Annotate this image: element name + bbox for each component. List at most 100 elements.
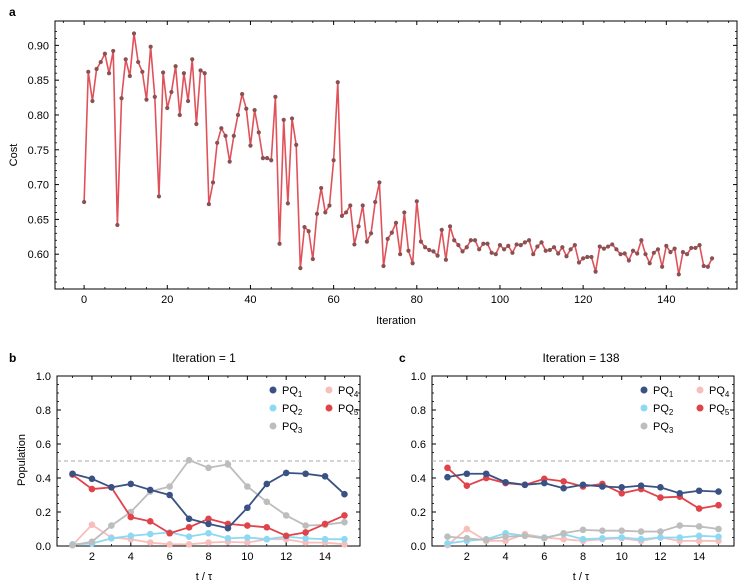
cost-point	[643, 252, 648, 257]
panel-b-pq1-point	[282, 469, 290, 477]
cost-point	[185, 98, 191, 104]
cost-point	[94, 66, 99, 72]
cost-point	[452, 238, 457, 243]
panel-c-pq2-point	[715, 533, 722, 540]
panel-b-pq3-point	[224, 461, 232, 468]
panel-c-pq3-point	[599, 527, 606, 534]
cost-point	[418, 239, 424, 244]
panel-c-pq1-point	[715, 488, 722, 495]
cost-point	[464, 245, 469, 250]
cost-point	[339, 213, 345, 219]
panel-c-pq2-point	[618, 534, 626, 541]
panel-b-ytick-label: 0.2	[36, 507, 51, 519]
cost-point	[410, 261, 415, 266]
panel-c-legend-marker-pq1	[640, 386, 648, 394]
cost-point	[215, 140, 220, 145]
panel-c-pq4-point	[463, 525, 471, 533]
panel-c-pq1-point	[560, 484, 567, 492]
panel-c-pq2-point	[599, 535, 606, 542]
panel-b-pq1-point	[302, 470, 309, 478]
panel-b-legend: PQ1 PQ2 PQ3 PQ4 PQ5	[269, 385, 359, 435]
panel-b-pq3-point	[205, 464, 212, 472]
cost-point	[240, 91, 245, 97]
panel-b-pq3-point	[88, 538, 96, 546]
cost-point	[485, 241, 490, 246]
panel-c-pq1-point	[579, 481, 587, 489]
cost-point	[281, 117, 286, 122]
panel-a-ytick-label: 0.85	[28, 75, 49, 87]
cost-point	[618, 252, 623, 257]
cost-point	[131, 31, 137, 36]
cost-point	[235, 112, 241, 118]
cost-point	[414, 199, 419, 204]
cost-point	[223, 133, 228, 138]
cost-point	[472, 238, 478, 243]
cost-point	[605, 244, 611, 249]
panel-c-legend-marker-pq2	[640, 404, 648, 412]
panel-a-xtick-label: 0	[81, 294, 87, 306]
cost-point	[664, 243, 669, 248]
panel-b-pq3-point	[263, 498, 271, 506]
cost-point	[177, 112, 182, 118]
cost-point	[564, 254, 569, 259]
panel-b-pq5-point	[146, 518, 154, 525]
cost-point	[360, 203, 365, 208]
panel-b-pq3-point	[282, 512, 290, 519]
cost-point	[106, 71, 112, 76]
cost-point	[161, 70, 166, 75]
panel-b-pq1-point	[341, 490, 348, 498]
panel-b-pq1-point	[166, 491, 173, 499]
cost-point	[385, 236, 390, 241]
panel-c-legend-marker-pq5	[696, 404, 704, 412]
cost-point	[551, 245, 557, 250]
panel-c-pq2-point	[579, 535, 587, 543]
panel-c-pq1-point	[521, 481, 529, 489]
cost-point	[165, 105, 170, 111]
panel-a-cost-chart: 0 20 40 60 80 100 120 140 0.60 0.65 0.70 0.75 0.80 0.…	[28, 20, 738, 306]
panel-c-ytick-label: 0.8	[411, 405, 426, 417]
cost-point	[252, 108, 257, 113]
cost-point	[676, 272, 681, 277]
cost-point	[377, 180, 382, 185]
panel-c-legend-label-pq5: PQ5	[709, 403, 730, 417]
cost-point	[123, 57, 128, 62]
panel-a-xtick-label: 100	[491, 294, 509, 306]
panel-c-pq1-point	[540, 479, 548, 487]
panel-c-title: Iteration = 138	[542, 351, 619, 365]
panel-c-legend: PQ1 PQ2 PQ3 PQ4 PQ5	[640, 385, 730, 435]
panel-a-xtick-label: 120	[574, 294, 592, 306]
cost-point	[231, 133, 236, 138]
cost-point	[651, 250, 656, 255]
cost-point	[435, 253, 440, 258]
panel-b-xtick-label: 10	[241, 551, 253, 563]
panel-c-pq3-point	[618, 527, 626, 534]
cost-point	[306, 229, 311, 234]
cost-point	[190, 57, 195, 62]
cost-point	[181, 71, 187, 76]
panel-b-pq4-point	[341, 541, 348, 548]
panel-c-pq5-point	[444, 464, 451, 472]
cost-point	[402, 210, 407, 215]
panel-a-xlabel: Iteration	[376, 315, 416, 327]
cost-point	[526, 238, 532, 243]
cost-point	[460, 249, 465, 254]
panel-b-pq5-point	[127, 513, 135, 521]
cost-point	[90, 98, 95, 104]
cost-point	[314, 211, 320, 216]
panel-b-pq5-point	[88, 485, 96, 493]
panel-b-pq5-point	[205, 515, 212, 523]
cost-point	[127, 73, 132, 79]
cost-point	[298, 266, 303, 271]
panel-b-pq4-point	[146, 539, 154, 546]
panel-b-legend-label-pq1: PQ1	[282, 385, 303, 399]
panel-b-pq1-point	[127, 480, 135, 488]
panel-c-pq1-point	[618, 484, 626, 491]
panel-c-pq3-point	[521, 532, 529, 540]
panel-b-pq2-point	[146, 530, 154, 538]
cost-point	[348, 203, 353, 208]
cost-point	[244, 106, 249, 111]
panel-b-pq1-point	[205, 520, 212, 528]
panel-b-legend-marker-pq5	[325, 404, 333, 412]
cost-point	[219, 126, 224, 131]
panel-a-xtick-label: 40	[244, 294, 256, 306]
